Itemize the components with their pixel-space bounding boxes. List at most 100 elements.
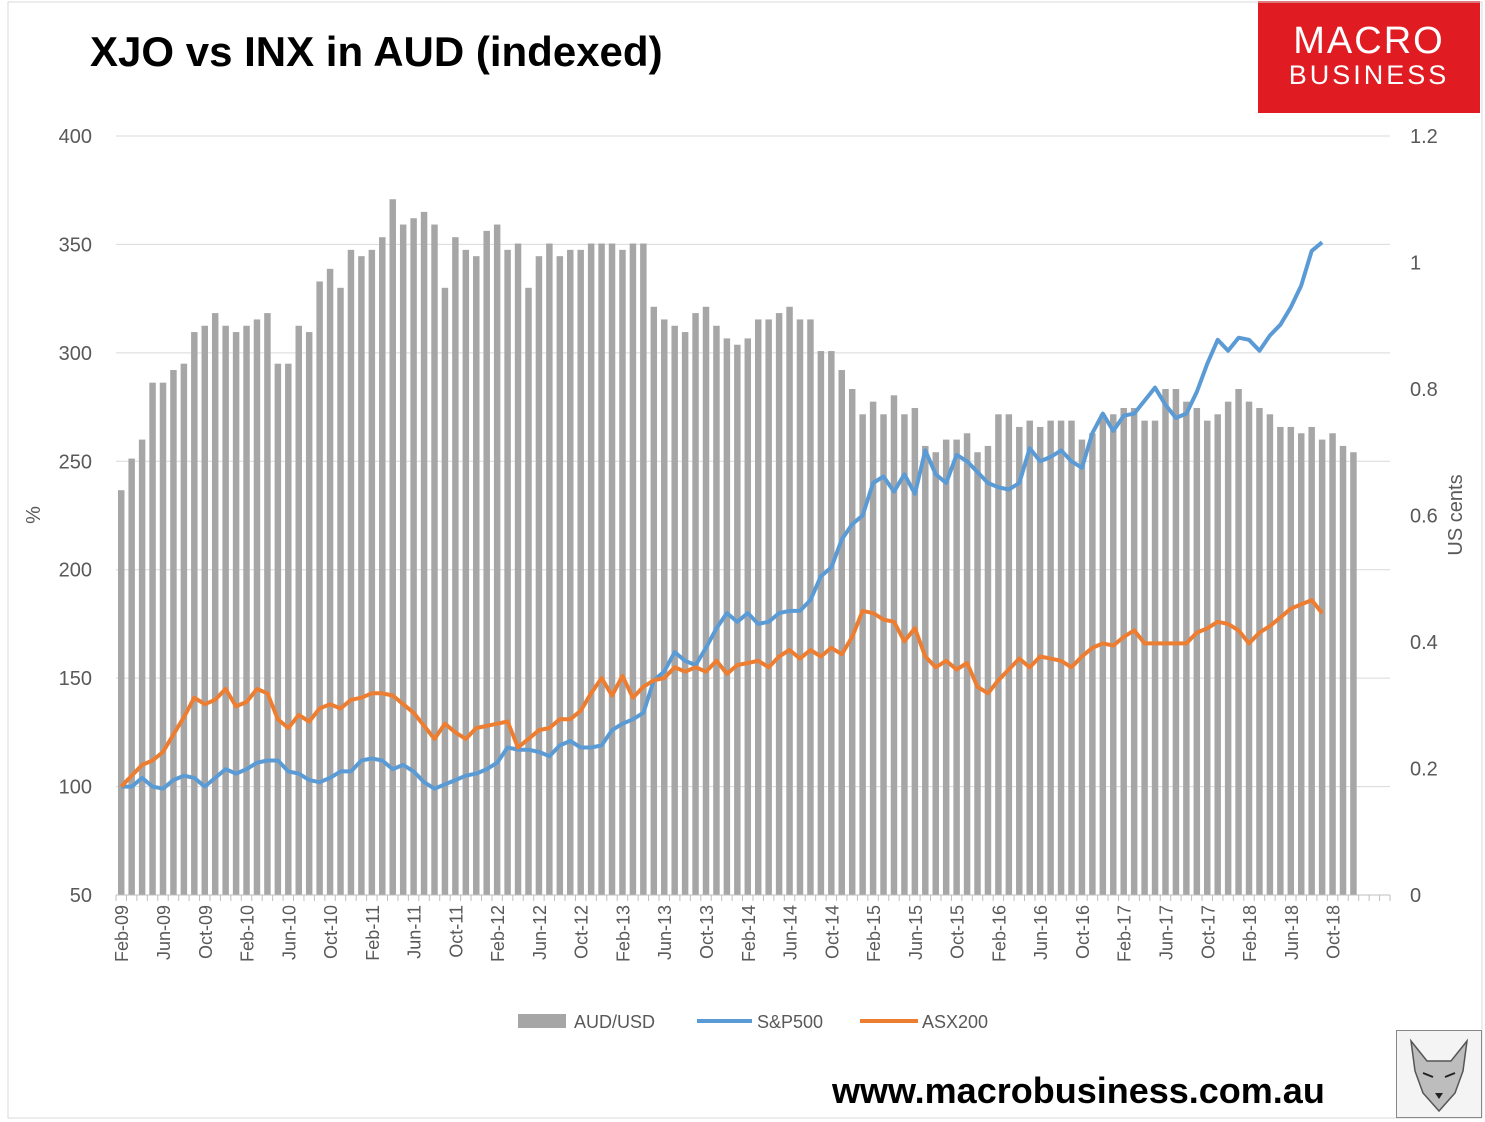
bar-audusd [869,401,877,895]
bar-audusd [1287,426,1295,895]
bar-audusd [1350,452,1357,895]
bar-audusd [817,351,825,895]
bar-audusd [1318,439,1326,895]
bar-audusd [922,445,929,895]
bar-audusd [462,249,470,896]
bar-audusd [828,351,835,895]
y-tick-label: 200 [59,560,92,582]
bar-audusd [159,382,167,895]
bar-audusd [796,319,804,895]
bar-audusd [128,458,135,895]
legend: AUD/USD S&P500 ASX200 [518,1012,988,1032]
bar-audusd [942,439,950,895]
bar-audusd [170,370,177,895]
y-tick-label: 50 [70,885,92,907]
bar-audusd [1057,420,1065,895]
bar-audusd [1277,426,1284,895]
bar-audusd [577,249,584,896]
bar-audusd [441,287,449,895]
plot-border [7,1,1483,1119]
bar-audusd [483,230,490,895]
bar-audusd [1099,414,1107,895]
x-tick-label: Feb-12 [488,905,508,962]
bar-audusd [211,313,219,896]
legend-swatch-audusd [518,1014,566,1028]
website-url: www.macrobusiness.com.au [832,1070,1325,1111]
bar-audusd [180,363,188,895]
x-tick-label: Oct-14 [822,905,842,959]
legend-label-audusd: AUD/USD [574,1012,655,1032]
y2-tick-label: 1 [1410,253,1421,275]
bar-audusd [619,249,626,896]
bar-audusd [1329,433,1336,895]
bar-audusd [786,306,793,895]
x-tick-label: Jun-09 [154,905,174,960]
bar-audusd [587,243,595,895]
bar-audusd [671,325,678,895]
bar-audusd [138,439,146,895]
bar-audusd [264,313,271,896]
y2-tick-label: 0.2 [1410,759,1438,781]
bar-audusd [775,313,783,896]
bar-audusd [1110,414,1117,895]
bar-audusd [807,319,814,895]
x-tick-label: Feb-11 [363,905,383,961]
bar-audusd [1089,433,1096,895]
y2-tick-label: 1.2 [1410,126,1438,148]
bar-audusd [1235,389,1242,895]
bar-audusd [1308,426,1315,895]
wolf-drawing [1409,1038,1469,1113]
bar-audusd [1151,420,1159,895]
bar-audusd [1005,414,1013,895]
bar-audusd [1078,439,1086,895]
y-tick-label: 350 [59,234,92,256]
bar-audusd [713,325,720,895]
bar-audusd [316,281,323,896]
x-tick-label: Feb-09 [112,905,132,962]
x-tick-label: Oct-13 [697,905,717,959]
logo-line-2: BUSINESS [1288,60,1450,90]
bar-audusd [1183,401,1190,895]
bar-audusd [420,211,428,895]
x-tick-label: Feb-10 [238,905,258,962]
x-axis: Feb-09 Jun-09 Oct-09 Feb-10 Jun-10 Oct-10 Feb-… [112,894,1391,962]
x-tick-label: Feb-18 [1240,905,1260,962]
x-tick-label: Oct-12 [572,905,592,959]
bar-audusd [452,237,459,895]
bar-audusd [702,306,710,895]
bar-audusd [598,243,605,895]
bar-audusd [1141,420,1148,895]
line-asx200 [119,598,1324,788]
bar-audusd [431,224,438,896]
x-tick-label: Feb-13 [613,905,633,962]
x-tick-label: Feb-14 [739,905,759,962]
bar-audusd [890,395,898,895]
bar-audusd [640,243,647,895]
bar-audusd [504,249,511,896]
bar-audusd [368,249,376,896]
bar-audusd [117,490,125,895]
x-tick-label: Oct-16 [1073,905,1093,959]
line-series [119,240,1324,791]
x-tick-label: Oct-15 [948,905,968,959]
bar-audusd [974,452,981,895]
bar-audusd [754,319,762,895]
bar-audusd [1204,420,1211,895]
bar-audusd [995,414,1002,895]
bar-audusd [1130,407,1138,895]
x-tick-label: Jun-11 [405,905,425,959]
bar-audusd [295,325,302,895]
bar-audusd [608,243,616,895]
bar-audusd [1245,401,1253,895]
x-tick-label: Jun-10 [279,905,299,960]
x-tick-label: Oct-11 [446,905,466,958]
line-sp500 [121,240,1324,791]
bar-audusd [901,414,908,895]
bar-audusd [493,224,501,896]
right-axis: 0 0.2 0.4 0.6 0.8 1 1.2 [1410,126,1438,907]
y-tick-label: 300 [59,343,92,365]
bar-audusd [305,332,313,895]
x-tick-label: Oct-18 [1324,905,1344,959]
bar-audusd [535,256,543,895]
